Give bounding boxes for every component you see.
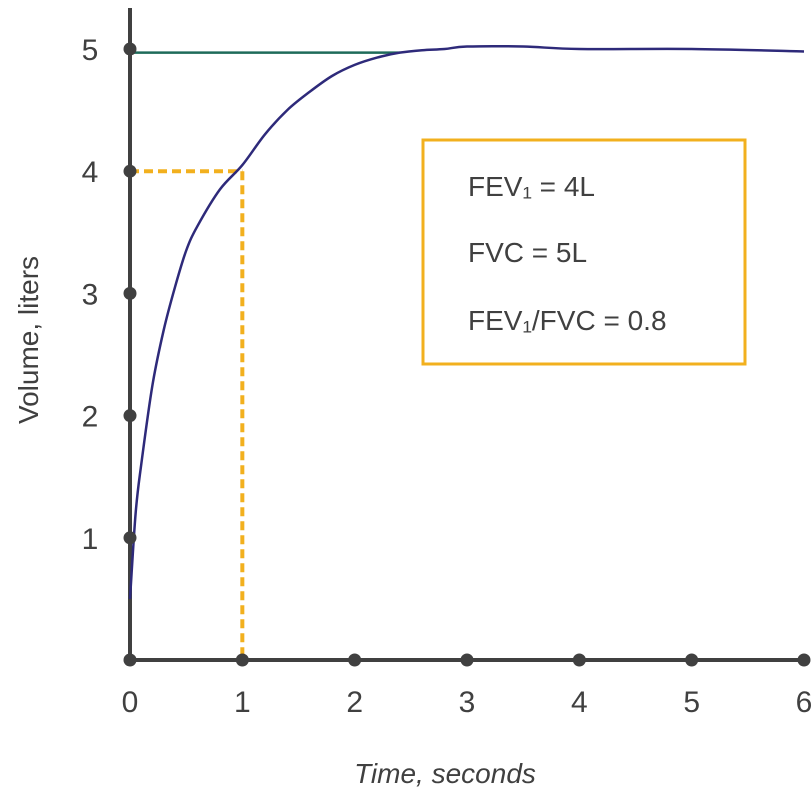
tick-labels: 0 1 2 3 4 5 6 1 2 3 4 5 [82,34,811,719]
y-tick-label: 4 [82,156,99,189]
annotation-ratio: FEV₁/FVC = 0.8 [468,305,667,336]
x-tick-dot [797,653,811,667]
y-tick-dot [123,42,137,56]
volume-time-curve [128,45,805,599]
x-tick-dot [572,653,586,667]
y-tick-dot [123,531,137,545]
annotation-fvc: FVC = 5L [468,237,587,268]
y-tick-label: 5 [82,34,99,67]
x-tick-label: 3 [459,686,476,719]
x-tick-dot [348,653,362,667]
y-tick-dot [123,164,137,178]
y-tick-label: 3 [82,278,99,311]
reference-lines [130,51,400,660]
tick-dots [123,42,811,667]
annotation-box-border [421,138,747,366]
y-tick-dot [123,286,137,300]
x-tick-dot [460,653,474,667]
x-tick-label: 6 [796,686,811,719]
origin-dot [123,653,137,667]
y-tick-dot [123,409,137,423]
y-tick-label: 1 [82,523,99,556]
x-tick-dot [685,653,699,667]
x-tick-label: 0 [122,686,139,719]
x-tick-label: 4 [571,686,588,719]
x-axis-label: Time, seconds [354,758,536,789]
x-tick-label: 5 [683,686,700,719]
x-tick-label: 1 [234,686,251,719]
y-axis-label: Volume, liters [13,256,44,424]
curve-layer [128,45,805,599]
annotation-box: FEV₁ = 4L FVC = 5L FEV₁/FVC = 0.8 [421,138,747,366]
x-tick-dot [235,653,249,667]
y-tick-label: 2 [82,401,99,434]
annotation-fev1: FEV₁ = 4L [468,171,595,202]
x-tick-label: 2 [346,686,363,719]
